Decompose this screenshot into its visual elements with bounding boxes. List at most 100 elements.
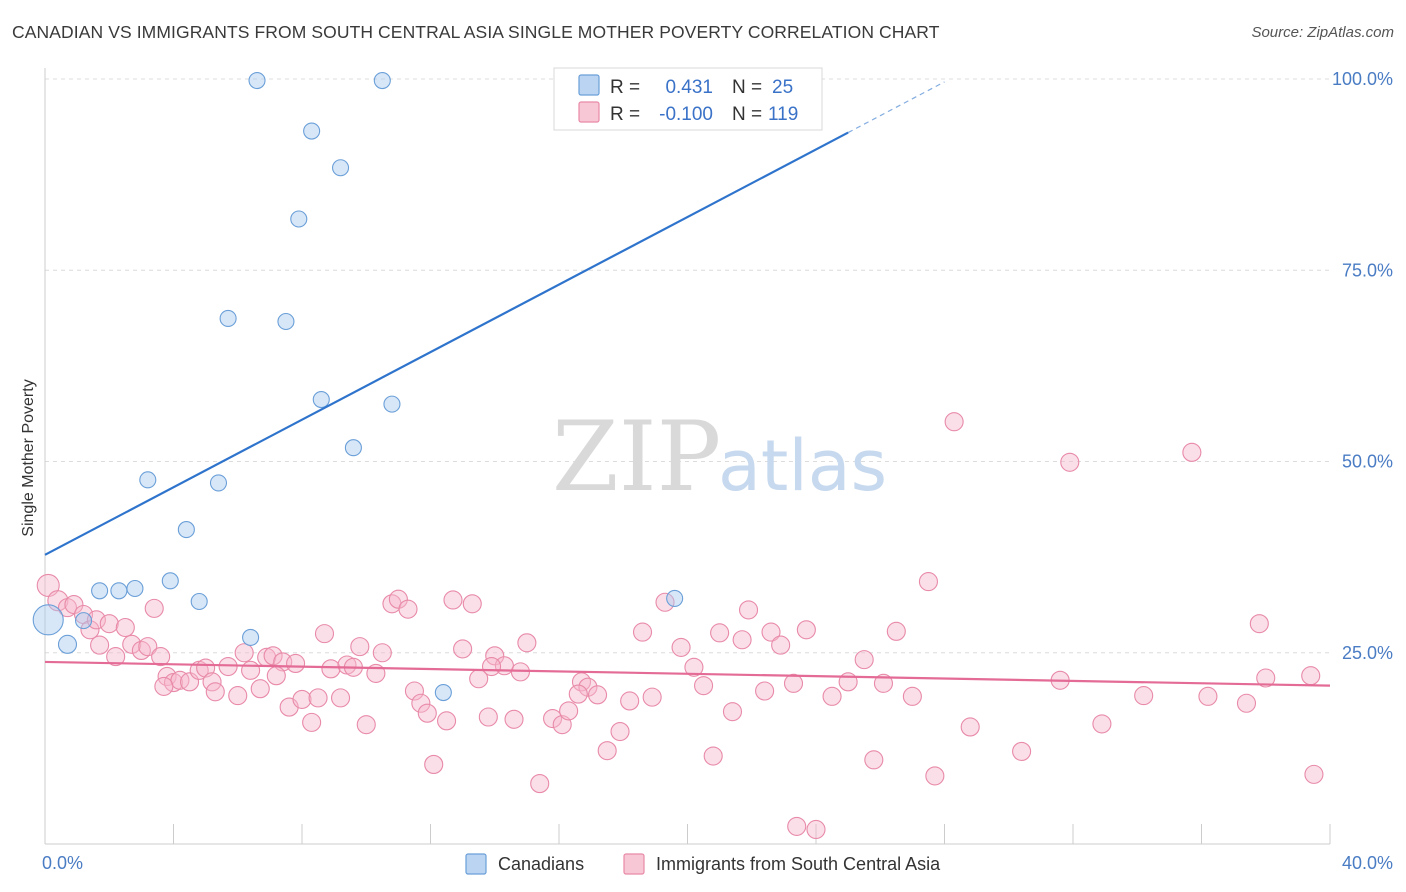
axes (44, 68, 1331, 845)
point-immigrants (902, 686, 922, 706)
point-immigrants (398, 599, 418, 619)
stats-r-value: 0.431 (665, 77, 713, 98)
point-canadians (75, 612, 93, 630)
point-immigrants (1198, 686, 1218, 706)
point-immigrants (771, 635, 791, 655)
point-immigrants (620, 691, 640, 711)
y-tick-label: 25.0% (1342, 643, 1393, 663)
point-immigrants (228, 686, 248, 706)
point-immigrants (266, 666, 286, 686)
point-immigrants (796, 620, 816, 640)
point-immigrants (738, 600, 759, 620)
point-immigrants (587, 685, 608, 705)
stats-swatch-immigrants (578, 101, 600, 123)
point-immigrants (642, 687, 662, 707)
point-immigrants (761, 622, 781, 642)
source-credit: Source: ZipAtlas.com (1251, 24, 1394, 41)
point-immigrants (703, 746, 723, 766)
trend-line-immigrants (44, 660, 1331, 687)
grid (45, 78, 1330, 654)
point-canadians (209, 474, 228, 492)
point-immigrants (806, 819, 826, 840)
point-canadians (110, 582, 128, 600)
point-immigrants (330, 688, 351, 708)
point-immigrants (404, 681, 424, 701)
point-immigrants (1012, 741, 1032, 761)
stats-n-label: N = (732, 77, 762, 98)
trend-line-canadians (44, 131, 849, 556)
point-immigrants (1134, 686, 1154, 706)
point-immigrants (292, 689, 312, 709)
point-immigrants (388, 589, 408, 609)
point-immigrants (411, 693, 431, 713)
point-immigrants (314, 624, 335, 644)
point-immigrants (732, 630, 752, 650)
point-immigrants (241, 660, 261, 680)
legend-item-immigrants[interactable]: Immigrants from South Central Asia (623, 853, 941, 875)
point-canadians (242, 628, 260, 647)
legend-swatch-canadians (465, 853, 487, 875)
point-immigrants (443, 590, 463, 610)
point-immigrants (151, 647, 171, 667)
point-immigrants (144, 598, 164, 618)
point-immigrants (1256, 668, 1276, 688)
point-canadians (219, 309, 237, 327)
point-immigrants (873, 673, 894, 693)
point-immigrants (710, 623, 730, 643)
point-immigrants (854, 650, 874, 670)
point-canadians (373, 71, 391, 90)
point-immigrants (787, 816, 807, 836)
point-immigrants (568, 684, 588, 704)
watermark: ZIP atlas (552, 401, 887, 513)
point-canadians (666, 589, 684, 607)
point-immigrants (80, 620, 100, 640)
point-canadians (177, 521, 195, 539)
stats-n-value: 119 (768, 104, 798, 125)
point-immigrants (1182, 442, 1202, 462)
point-immigrants (886, 621, 906, 641)
point-immigrants (610, 721, 630, 742)
legend-item-canadians[interactable]: Canadians (465, 853, 584, 875)
point-immigrants (504, 709, 524, 729)
point-canadians (331, 159, 350, 177)
point-immigrants (684, 657, 704, 677)
point-immigrants (122, 634, 142, 654)
point-canadians (190, 592, 208, 611)
point-immigrants (632, 622, 653, 642)
x-tick-label: 0.0% (42, 853, 83, 873)
point-canadians (91, 582, 109, 600)
y-axis-label: Single Mother Poverty (20, 379, 37, 536)
point-immigrants (356, 715, 376, 735)
point-canadians (126, 579, 144, 598)
point-immigrants (154, 676, 174, 696)
point-immigrants (485, 646, 505, 666)
stats-r-value: -0.100 (659, 104, 713, 125)
point-canadians (161, 572, 179, 590)
point-immigrants (308, 688, 328, 708)
point-immigrants (138, 637, 158, 657)
stats-row-canadians: R = 0.431 N = 25 (578, 74, 793, 98)
point-immigrants (1060, 452, 1080, 472)
point-immigrants (597, 741, 617, 761)
point-canadians (277, 312, 295, 331)
trend-lines (44, 81, 1331, 687)
stats-n-label: N = (732, 104, 762, 125)
point-immigrants (321, 659, 341, 679)
x-tick-label: 40.0% (1342, 853, 1393, 873)
point-canadians (344, 439, 362, 457)
point-canadians (312, 390, 330, 409)
point-immigrants (530, 774, 550, 794)
point-immigrants (918, 572, 938, 592)
point-immigrants (783, 673, 804, 693)
y-tick-label: 100.0% (1332, 69, 1393, 89)
point-immigrants (36, 573, 60, 597)
point-canadians (290, 210, 308, 228)
point-immigrants (250, 679, 270, 699)
point-immigrants (453, 639, 473, 659)
x-tick-labels: 0.0% 40.0% (42, 853, 1393, 873)
point-immigrants (1249, 614, 1269, 634)
point-immigrants (350, 637, 370, 657)
stats-row-immigrants: R = -0.100 N = 119 (578, 101, 798, 125)
point-canadians (57, 634, 78, 654)
